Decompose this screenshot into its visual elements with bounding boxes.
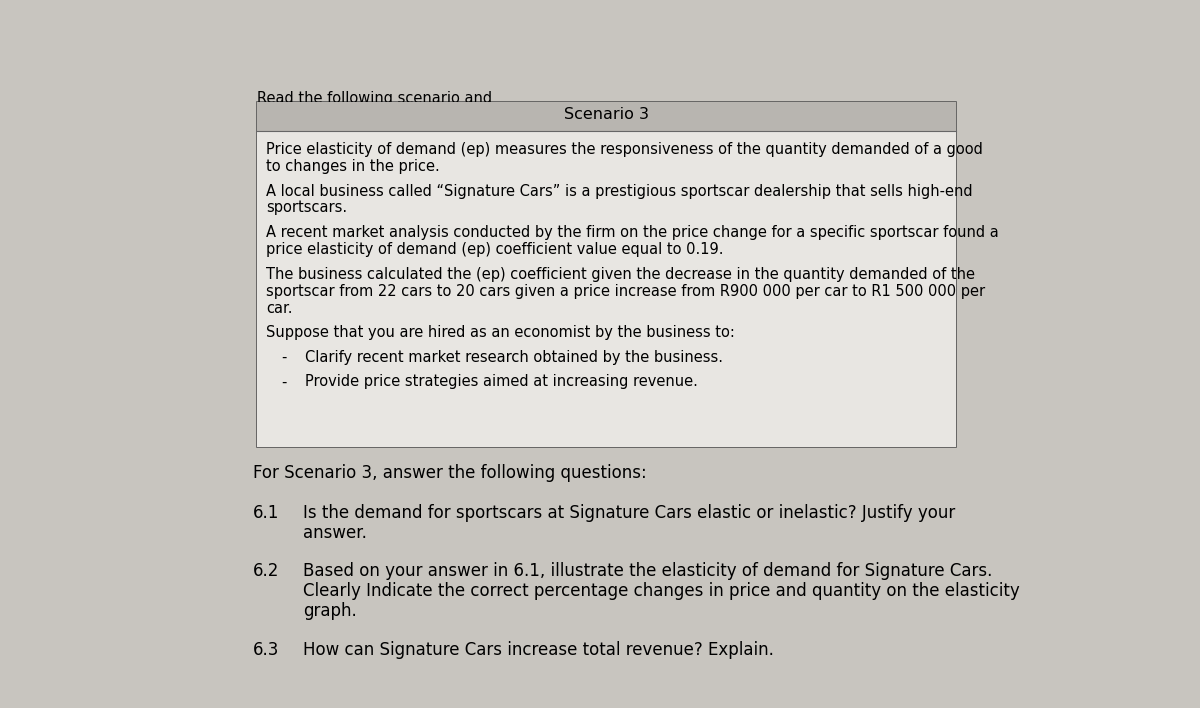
Text: 6.3: 6.3: [253, 641, 280, 659]
Text: The business calculated the (ep) coefficient given the decrease in the quantity : The business calculated the (ep) coeffic…: [266, 267, 976, 282]
Text: price elasticity of demand (ep) coefficient value equal to 0.19.: price elasticity of demand (ep) coeffici…: [266, 242, 724, 257]
Text: -: -: [282, 375, 287, 389]
Text: How can Signature Cars increase total revenue? Explain.: How can Signature Cars increase total re…: [304, 641, 774, 659]
Text: 6.2: 6.2: [253, 562, 280, 581]
Text: -: -: [282, 350, 287, 365]
Text: Suppose that you are hired as an economist by the business to:: Suppose that you are hired as an economi…: [266, 325, 736, 341]
Text: A local business called “Signature Cars” is a prestigious sportscar dealership t: A local business called “Signature Cars”…: [266, 183, 973, 198]
Text: Provide price strategies aimed at increasing revenue.: Provide price strategies aimed at increa…: [305, 375, 698, 389]
Text: Scenario 3: Scenario 3: [564, 108, 649, 122]
Text: Price elasticity of demand (ep) measures the responsiveness of the quantity dema: Price elasticity of demand (ep) measures…: [266, 142, 983, 157]
Text: Clearly Indicate the correct percentage changes in price and quantity on the ela: Clearly Indicate the correct percentage …: [304, 583, 1020, 600]
Text: A recent market analysis conducted by the firm on the price change for a specifi: A recent market analysis conducted by th…: [266, 225, 998, 240]
Text: For Scenario 3, answer the following questions:: For Scenario 3, answer the following que…: [253, 464, 647, 482]
Text: Clarify recent market research obtained by the business.: Clarify recent market research obtained …: [305, 350, 722, 365]
Text: graph.: graph.: [304, 603, 358, 620]
Text: sportscar from 22 cars to 20 cars given a price increase from R900 000 per car t: sportscar from 22 cars to 20 cars given …: [266, 284, 985, 299]
Text: to changes in the price.: to changes in the price.: [266, 159, 440, 174]
Text: 6.1: 6.1: [253, 504, 280, 522]
Text: car.: car.: [266, 301, 293, 316]
Bar: [257, 102, 956, 131]
Text: Based on your answer in 6.1, illustrate the elasticity of demand for Signature C: Based on your answer in 6.1, illustrate …: [304, 562, 992, 581]
Text: Read the following scenario and: Read the following scenario and: [257, 91, 492, 106]
Text: answer.: answer.: [304, 524, 367, 542]
Text: Is the demand for sportscars at Signature Cars elastic or inelastic? Justify you: Is the demand for sportscars at Signatur…: [304, 504, 955, 522]
Text: sportscars.: sportscars.: [266, 200, 347, 215]
